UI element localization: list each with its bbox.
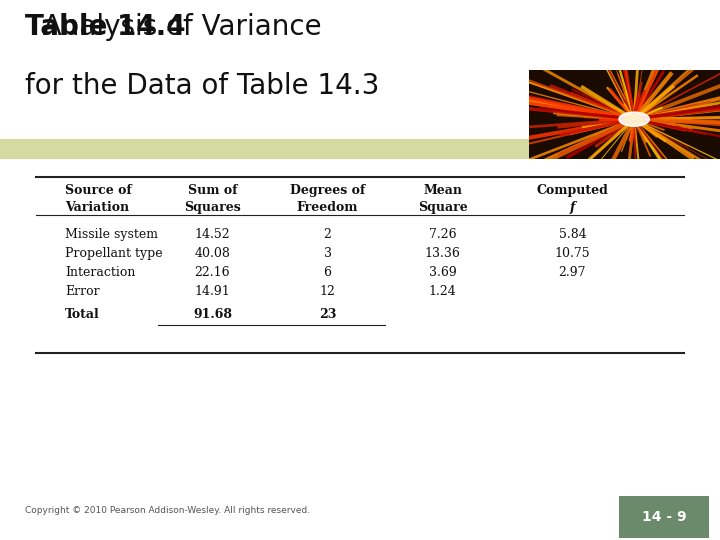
Text: 5.84: 5.84 — [559, 228, 586, 241]
Text: 14.91: 14.91 — [194, 285, 230, 298]
Text: 6: 6 — [323, 266, 332, 279]
Text: Analysis of Variance: Analysis of Variance — [25, 13, 322, 40]
Text: 12: 12 — [320, 285, 336, 298]
Text: Total: Total — [65, 308, 99, 321]
Text: Table 14.4: Table 14.4 — [25, 13, 186, 40]
Text: Propellant type: Propellant type — [65, 247, 163, 260]
Text: Mean: Mean — [423, 184, 462, 197]
Text: 14 - 9: 14 - 9 — [642, 510, 686, 524]
Text: Variation: Variation — [65, 201, 129, 214]
Text: 22.16: 22.16 — [194, 266, 230, 279]
Text: 10.75: 10.75 — [554, 247, 590, 260]
Text: 14.52: 14.52 — [194, 228, 230, 241]
Text: f: f — [570, 201, 575, 214]
Text: 23: 23 — [319, 308, 336, 321]
Text: Error: Error — [65, 285, 99, 298]
FancyBboxPatch shape — [619, 496, 709, 538]
Circle shape — [625, 114, 644, 124]
Text: Sum of: Sum of — [188, 184, 237, 197]
Text: 1.24: 1.24 — [429, 285, 456, 298]
Text: Copyright © 2010 Pearson Addison-Wesley. All rights reserved.: Copyright © 2010 Pearson Addison-Wesley.… — [25, 507, 310, 515]
Text: Squares: Squares — [184, 201, 240, 214]
Text: 3.69: 3.69 — [429, 266, 456, 279]
Text: 7.26: 7.26 — [429, 228, 456, 241]
Text: Source of: Source of — [65, 184, 132, 197]
Text: 13.36: 13.36 — [425, 247, 461, 260]
Text: 3: 3 — [323, 247, 332, 260]
Text: Computed: Computed — [536, 184, 608, 197]
Text: 2: 2 — [324, 228, 331, 241]
Text: Freedom: Freedom — [297, 201, 359, 214]
Text: Missile system: Missile system — [65, 228, 158, 241]
Bar — [0, 139, 720, 159]
Text: 2.97: 2.97 — [559, 266, 586, 279]
Text: 91.68: 91.68 — [193, 308, 232, 321]
Text: Square: Square — [418, 201, 468, 214]
Circle shape — [619, 112, 649, 126]
Text: for the Data of Table 14.3: for the Data of Table 14.3 — [25, 72, 379, 100]
Text: 40.08: 40.08 — [194, 247, 230, 260]
Text: Degrees of: Degrees of — [290, 184, 365, 197]
Text: Interaction: Interaction — [65, 266, 135, 279]
